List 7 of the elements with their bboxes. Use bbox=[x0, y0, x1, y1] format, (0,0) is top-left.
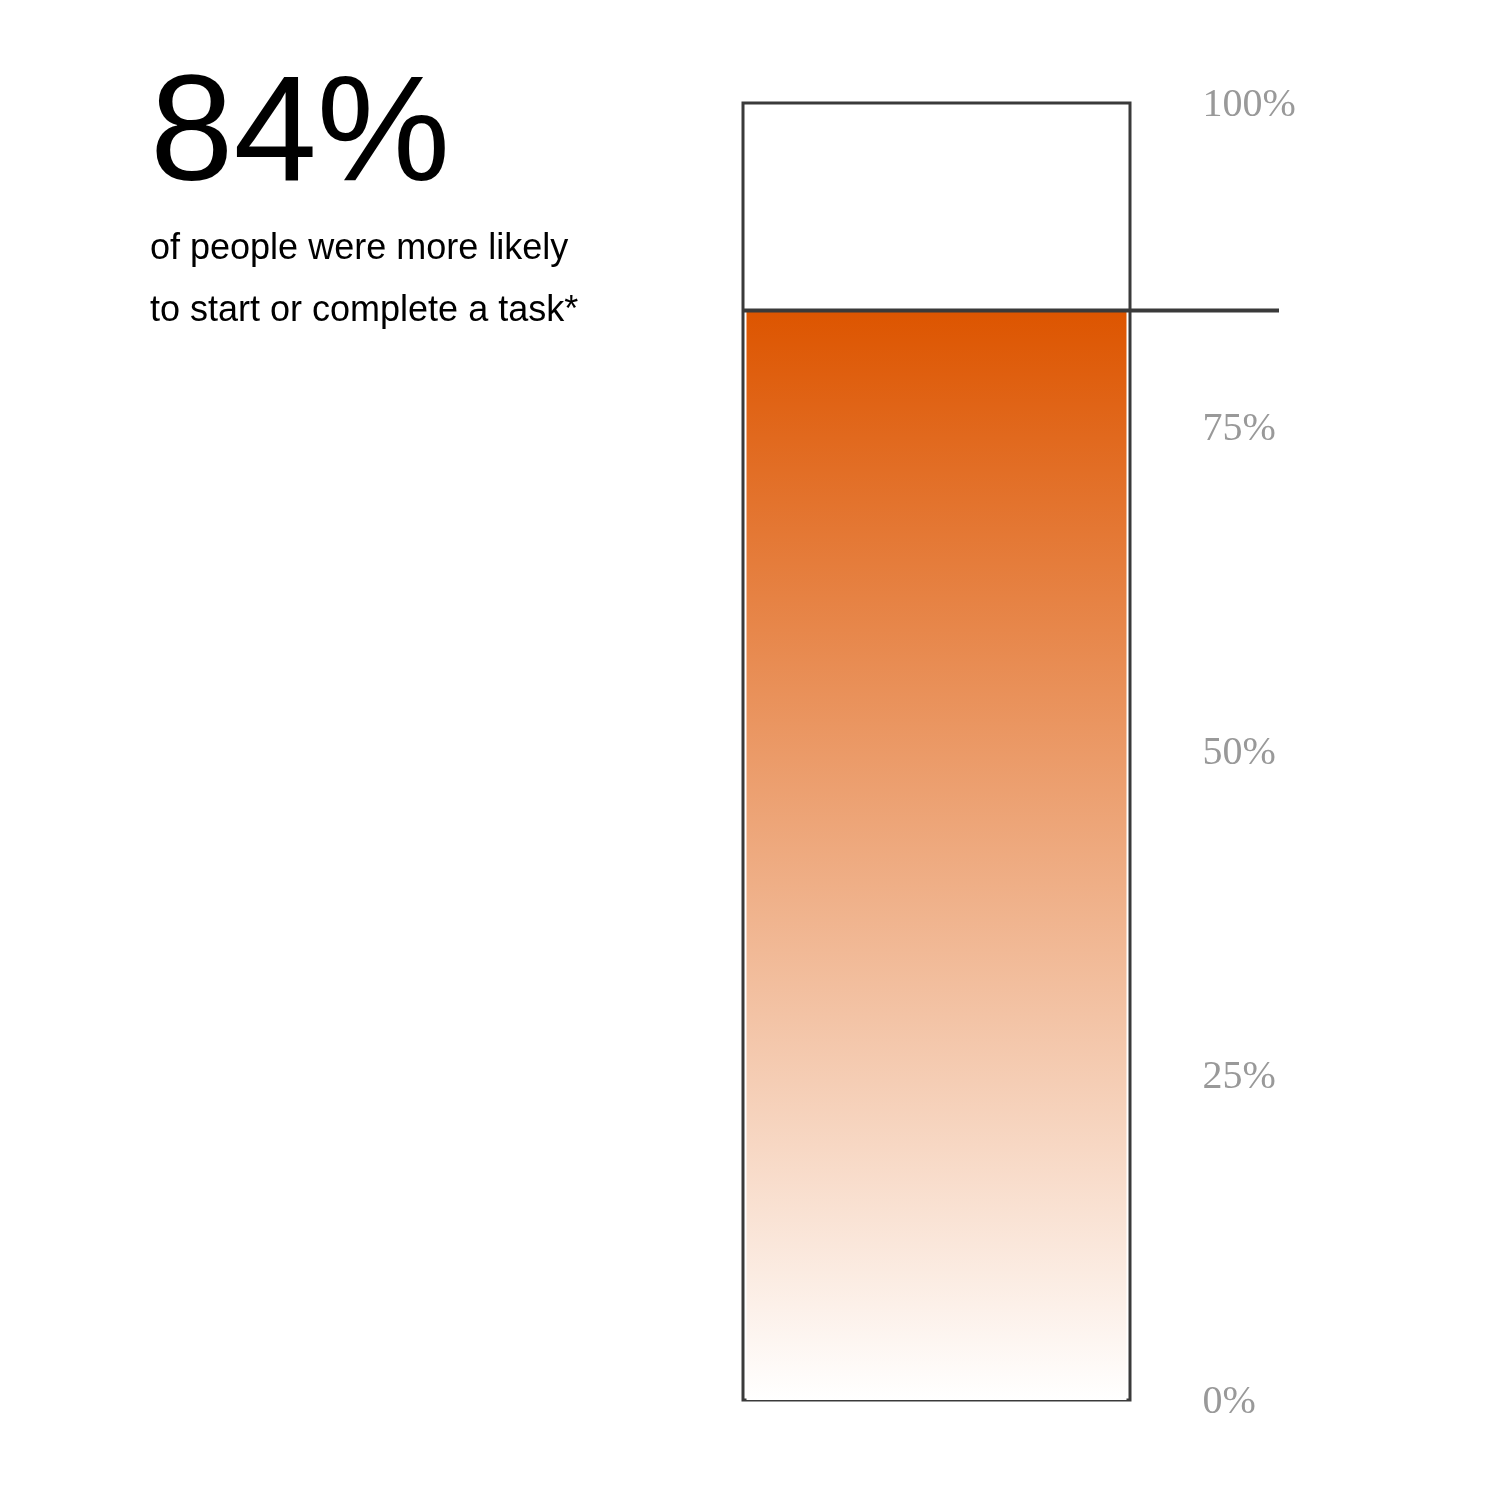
y-tick-label: 50% bbox=[1202, 728, 1276, 773]
y-tick-label: 0% bbox=[1202, 1376, 1256, 1422]
y-tick-label: 100% bbox=[1202, 79, 1296, 125]
text: of people were more likely to start or complete a task* bbox=[150, 226, 579, 329]
y-tick-label: 25% bbox=[1202, 1052, 1276, 1098]
y-tick-label: 75% bbox=[1202, 403, 1276, 449]
chart-title: 84% bbox=[150, 44, 451, 212]
